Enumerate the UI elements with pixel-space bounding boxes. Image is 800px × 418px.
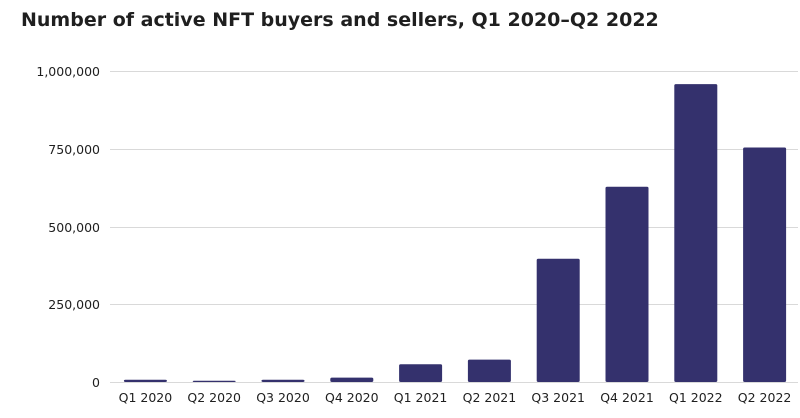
x-tick-label: Q1 2022 bbox=[669, 390, 723, 405]
y-tick-label: 500,000 bbox=[48, 220, 100, 235]
x-tick-label: Q3 2021 bbox=[531, 390, 585, 405]
x-tick-label: Q4 2020 bbox=[325, 390, 379, 405]
x-tick-label: Q2 2022 bbox=[738, 390, 792, 405]
bar bbox=[743, 147, 787, 382]
x-tick-label: Q1 2020 bbox=[119, 390, 173, 405]
y-axis-tick-labels: 0 250,000 500,000 750,000 1,000,000 bbox=[36, 64, 100, 390]
bars bbox=[123, 84, 787, 382]
x-tick-label: Q4 2021 bbox=[600, 390, 654, 405]
y-tick-label: 0 bbox=[92, 375, 100, 390]
bar bbox=[192, 380, 236, 382]
x-tick-label: Q2 2021 bbox=[463, 390, 517, 405]
x-tick-label: Q2 2020 bbox=[187, 390, 241, 405]
bar bbox=[605, 186, 649, 382]
x-tick-label: Q3 2020 bbox=[256, 390, 310, 405]
bar bbox=[399, 364, 443, 382]
bar bbox=[261, 379, 305, 382]
chart-title: Number of active NFT buyers and sellers,… bbox=[21, 9, 659, 31]
bar bbox=[123, 379, 167, 382]
bar bbox=[330, 377, 374, 382]
bar bbox=[674, 84, 718, 382]
y-tick-label: 250,000 bbox=[48, 297, 100, 312]
y-tick-label: 750,000 bbox=[48, 142, 100, 157]
x-tick-label: Q1 2021 bbox=[394, 390, 448, 405]
bar bbox=[467, 359, 511, 382]
y-tick-label: 1,000,000 bbox=[36, 64, 100, 79]
bar bbox=[536, 258, 580, 382]
x-axis-tick-labels: Q1 2020 Q2 2020 Q3 2020 Q4 2020 Q1 2021 Q2 20… bbox=[119, 390, 792, 405]
